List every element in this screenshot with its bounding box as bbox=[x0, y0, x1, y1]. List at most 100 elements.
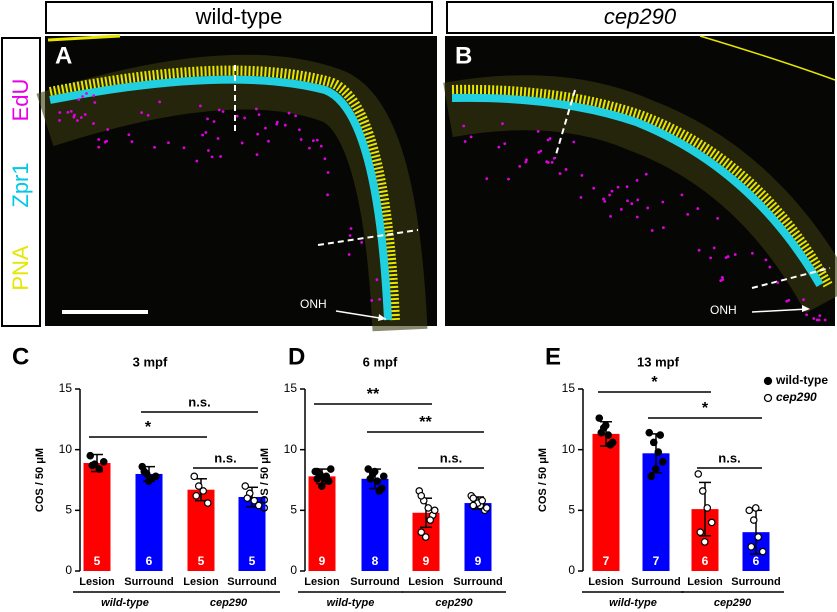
cell-dot bbox=[625, 185, 629, 189]
cell-dot bbox=[501, 122, 504, 126]
data-point bbox=[379, 472, 388, 481]
cell-dot bbox=[235, 114, 239, 118]
cell-dot bbox=[326, 193, 329, 197]
cell-dot bbox=[812, 317, 816, 320]
cell-dot bbox=[79, 116, 83, 119]
data-point bbox=[375, 487, 384, 495]
cell-dot bbox=[469, 135, 473, 139]
data-point bbox=[243, 494, 252, 503]
cell-dot bbox=[650, 229, 654, 232]
n-label: 9 bbox=[423, 554, 430, 568]
cell-dot bbox=[308, 146, 311, 150]
data-point bbox=[417, 528, 426, 536]
cell-dot bbox=[240, 141, 244, 145]
data-point bbox=[482, 504, 491, 512]
n-label: 5 bbox=[198, 554, 205, 568]
cell-dot bbox=[636, 198, 640, 202]
data-point bbox=[250, 496, 259, 505]
bar bbox=[308, 476, 336, 571]
onh-label: ONH bbox=[300, 297, 327, 311]
cell-dot bbox=[287, 111, 291, 115]
cell-dot bbox=[127, 133, 131, 137]
cell-dot bbox=[536, 129, 540, 133]
cell-dot bbox=[564, 168, 568, 171]
cell-dot bbox=[92, 94, 96, 98]
cell-dot bbox=[635, 178, 639, 182]
micrograph: B ONH bbox=[443, 35, 837, 326]
data-point bbox=[140, 467, 149, 476]
data-point bbox=[606, 441, 615, 449]
cell-dot bbox=[823, 318, 827, 322]
cell-dot bbox=[210, 155, 214, 159]
data-point bbox=[366, 474, 375, 483]
data-point bbox=[645, 428, 654, 437]
cell-dot bbox=[207, 149, 210, 152]
legend-label: cep290 bbox=[776, 390, 817, 404]
legend-marker bbox=[763, 393, 773, 403]
data-point bbox=[151, 472, 160, 481]
y-axis-label: COS / 50 μM bbox=[537, 448, 549, 512]
cell-dot bbox=[558, 172, 562, 175]
cell-dot bbox=[294, 114, 298, 118]
cell-dot bbox=[815, 318, 819, 322]
significance-label: n.s. bbox=[188, 394, 210, 409]
cell-dot bbox=[776, 281, 780, 285]
n-label: 5 bbox=[94, 554, 101, 568]
cell-dot bbox=[58, 119, 61, 122]
n-label: 6 bbox=[146, 554, 153, 568]
bar bbox=[361, 478, 389, 571]
legend-marker bbox=[763, 376, 773, 386]
x-tick-label: Lesion bbox=[588, 576, 624, 588]
data-point bbox=[88, 461, 97, 470]
cell-dot bbox=[572, 140, 576, 144]
cell-dot bbox=[525, 158, 528, 162]
cell-dot bbox=[66, 111, 70, 114]
x-tick-label: Lesion bbox=[408, 576, 444, 588]
data-point bbox=[203, 499, 212, 507]
cell-dot bbox=[153, 145, 156, 149]
cell-dot bbox=[103, 140, 107, 144]
cell-dot bbox=[347, 253, 351, 256]
cell-dot bbox=[818, 314, 822, 318]
panel-letter: A bbox=[55, 42, 72, 69]
panel-letter: E bbox=[545, 343, 561, 370]
data-point bbox=[421, 533, 430, 541]
cell-dot bbox=[726, 255, 730, 258]
data-point bbox=[707, 518, 716, 527]
data-point bbox=[370, 467, 379, 476]
significance-label: n.s. bbox=[718, 450, 740, 465]
micrograph: A ONH bbox=[36, 34, 437, 332]
significance-label: * bbox=[145, 419, 152, 436]
bar bbox=[592, 433, 620, 571]
cell-dot bbox=[85, 92, 88, 95]
cell-dot bbox=[323, 157, 327, 161]
bar bbox=[238, 496, 266, 571]
group-label: wild-type bbox=[327, 597, 375, 609]
cell-dot bbox=[106, 128, 110, 131]
cell-dot bbox=[81, 95, 85, 98]
data-point bbox=[597, 428, 606, 437]
x-tick-label: Surround bbox=[731, 576, 781, 588]
significance-label: * bbox=[702, 400, 709, 417]
cell-dot bbox=[805, 313, 809, 317]
cell-dot bbox=[212, 120, 216, 123]
data-point bbox=[649, 438, 658, 447]
data-point bbox=[313, 467, 322, 476]
cell-dot bbox=[485, 177, 489, 181]
data-point bbox=[745, 506, 754, 515]
x-tick-label: Surround bbox=[124, 576, 174, 588]
data-point bbox=[749, 516, 758, 524]
cell-dot bbox=[311, 139, 315, 143]
cell-dot bbox=[546, 161, 550, 164]
cell-dot bbox=[680, 193, 684, 197]
cell-dot bbox=[77, 98, 81, 101]
header-box bbox=[446, 1, 834, 34]
cell-dot bbox=[204, 131, 208, 134]
group-label: cep290 bbox=[210, 597, 248, 609]
significance-label: n.s. bbox=[440, 450, 462, 465]
cell-dot bbox=[319, 144, 323, 148]
bar bbox=[464, 503, 492, 571]
cell-dot bbox=[199, 104, 202, 108]
cell-dot bbox=[524, 160, 528, 164]
